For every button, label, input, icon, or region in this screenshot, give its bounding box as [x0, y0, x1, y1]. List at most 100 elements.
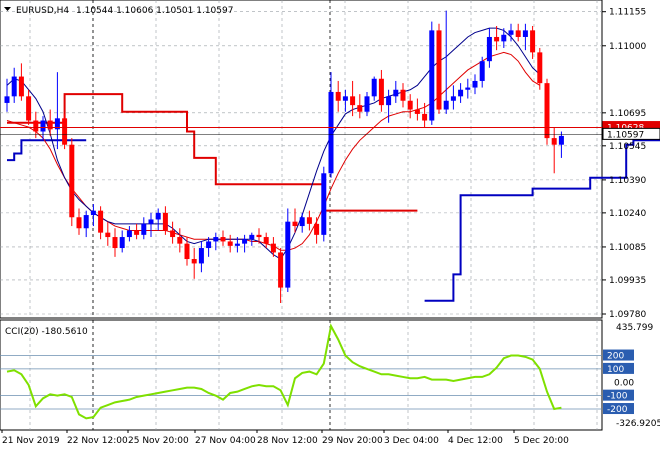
candle-body	[83, 215, 89, 229]
price-tick-label: 1.10545	[609, 142, 646, 152]
candle-body	[162, 212, 168, 231]
candle-body	[508, 30, 514, 35]
candle-body	[177, 237, 183, 244]
candle-body	[33, 120, 39, 132]
candle-body	[11, 76, 17, 97]
candle-body	[443, 100, 449, 110]
candle-body	[407, 100, 413, 110]
candle-body	[479, 61, 485, 81]
candle-body	[54, 118, 60, 130]
candle-body	[364, 96, 370, 112]
cci-level-label: -100	[607, 392, 628, 402]
price-tag-box	[602, 127, 660, 140]
candle-body	[544, 83, 550, 139]
candle-body	[371, 78, 377, 97]
candle-body	[386, 96, 392, 106]
price-tick-label: 1.10695	[609, 109, 646, 119]
candle-body	[263, 237, 269, 244]
time-tick-label: 5 Dec 20:00	[514, 436, 569, 446]
candle-body	[242, 239, 248, 244]
candle-body	[134, 230, 140, 235]
cci-line-group	[6, 323, 562, 420]
cci-level-label: -200	[607, 405, 628, 415]
ohlc-label: 1.10544 1.10606 1.10501 1.10597	[76, 6, 233, 16]
candle-body	[357, 105, 363, 112]
candle-body	[170, 230, 176, 238]
cci-panel: 200 100 0.00 -100 -200 435.799 -326.9205 CCI(2…	[0, 319, 660, 431]
time-tick-label: 4 Dec 12:00	[448, 436, 503, 446]
price-tick-label: 1.10390	[609, 176, 646, 186]
candle-body	[558, 135, 564, 145]
cci-max-label: 435.799	[616, 323, 653, 333]
candle-body	[494, 36, 500, 42]
candle-body	[335, 91, 341, 101]
candle-body	[220, 237, 226, 242]
candles	[4, 10, 564, 304]
candle-body	[285, 221, 291, 288]
time-tick-label: 22 Nov 12:00	[67, 436, 128, 446]
candle-body	[472, 80, 478, 88]
candle-body	[422, 113, 428, 121]
candle-body	[400, 89, 406, 101]
candle-body	[119, 237, 125, 249]
price-tag-label: 1.10597	[607, 130, 644, 140]
price-panel-frame	[0, 0, 603, 319]
candle-body	[465, 87, 471, 90]
collapse-triangle-icon[interactable]	[4, 7, 11, 11]
candle-body	[62, 118, 68, 145]
time-tick-label: 27 Nov 04:00	[195, 436, 256, 446]
candle-body	[551, 138, 557, 145]
candle-body	[47, 120, 53, 130]
candle-body	[148, 219, 154, 224]
time-axis: 21 Nov 2019 22 Nov 12:00 25 Nov 20:00 27 No…	[1, 430, 569, 446]
price-tick-label: 1.09780	[609, 310, 646, 320]
candle-body	[213, 237, 219, 242]
candle-body	[292, 221, 298, 227]
candle-body	[191, 259, 197, 264]
candle-body	[105, 232, 111, 238]
candle-body	[206, 241, 212, 249]
candle-body	[234, 243, 240, 246]
candle-body	[306, 217, 312, 224]
candle-body	[155, 212, 161, 220]
cci-level-tag	[603, 403, 634, 415]
candle-body	[429, 30, 435, 121]
candle-body	[249, 234, 255, 240]
cci-level-tag	[603, 362, 634, 374]
candle-body	[18, 76, 24, 97]
time-tick-label: 3 Dec 04:00	[384, 436, 439, 446]
cci-line	[6, 323, 562, 420]
price-tick-label: 1.10240	[609, 209, 646, 219]
symbol-label: EURUSD,H4	[16, 6, 69, 16]
candle-body	[350, 96, 356, 106]
candle-body	[126, 230, 132, 238]
price-tick-label: 1.09935	[609, 276, 646, 286]
candle-body	[458, 89, 464, 97]
candle-body	[486, 36, 492, 62]
candle-body	[4, 96, 10, 103]
cci-level-tag	[603, 389, 634, 401]
candle-body	[314, 223, 320, 235]
candle-body	[26, 96, 32, 121]
indicator-line-1	[7, 139, 660, 302]
candle-body	[342, 96, 348, 101]
time-tick-label: 29 Nov 20:00	[322, 436, 383, 446]
time-tick-label: 21 Nov 2019	[2, 436, 60, 446]
candle-body	[522, 30, 528, 37]
price-axis: 1.11155 1.11000 1.10695 1.10545 1.10390 1.102…	[602, 8, 646, 320]
cci-label: CCI(20) -180.5610	[5, 327, 88, 337]
candle-body	[184, 243, 190, 260]
candle-body	[40, 120, 46, 132]
cci-level-tag	[603, 349, 634, 361]
candle-body	[227, 241, 233, 246]
candle-body	[278, 252, 284, 288]
cci-axis: 200 100 0.00 -100 -200 435.799 -326.9205	[603, 323, 660, 429]
cci-zero-label: 0.00	[614, 378, 634, 388]
cci-level-label: 100	[607, 365, 624, 375]
cci-grid	[0, 320, 602, 430]
price-tick-label: 1.10085	[609, 243, 646, 253]
time-tick-label: 28 Nov 12:00	[257, 436, 318, 446]
indicator-line-0	[7, 93, 418, 212]
candle-body	[321, 173, 327, 235]
